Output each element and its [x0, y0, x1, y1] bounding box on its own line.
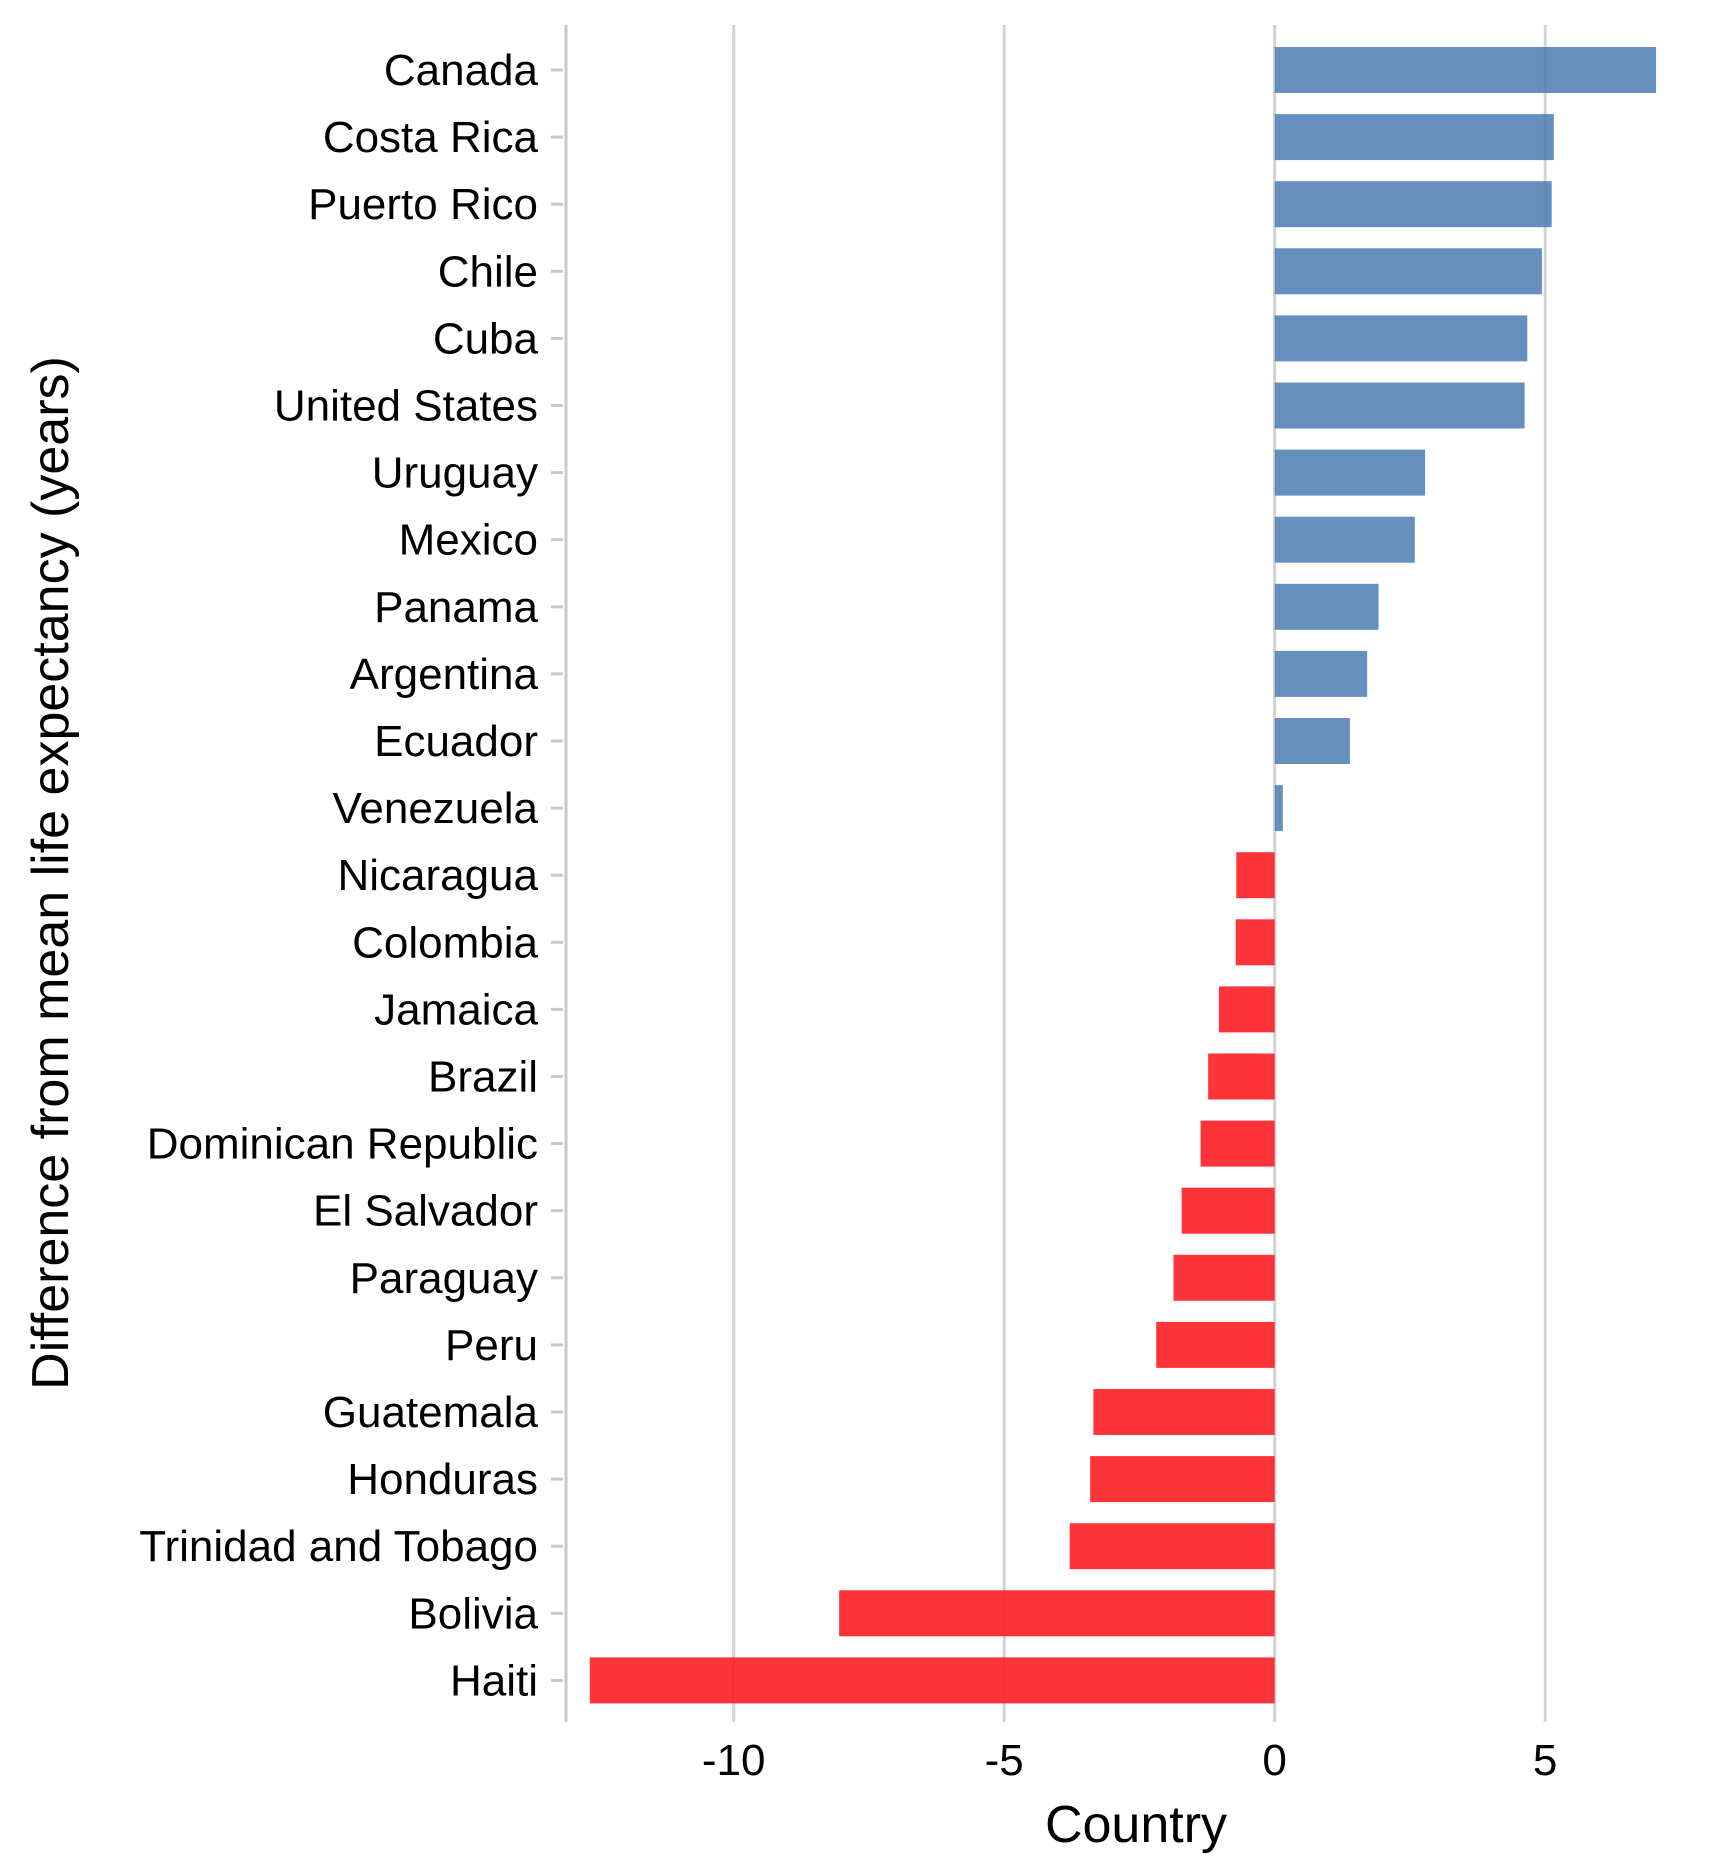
- y-axis-title: Difference from mean life expectancy (ye…: [22, 356, 80, 1390]
- bar-chile: [1274, 248, 1542, 295]
- bar-brazil: [1208, 1053, 1275, 1100]
- category-label-peru: Peru: [445, 1321, 538, 1370]
- category-label-mexico: Mexico: [399, 516, 538, 565]
- bar-el-salvador: [1181, 1187, 1275, 1234]
- category-label-panama: Panama: [374, 583, 538, 632]
- category-label-puerto-rico: Puerto Rico: [308, 180, 538, 229]
- x-tick-label-0: 0: [1262, 1736, 1286, 1785]
- bar-puerto-rico: [1274, 181, 1552, 228]
- bar-canada: [1274, 47, 1657, 93]
- bar-venezuela: [1274, 785, 1283, 832]
- category-label-costa-rica: Costa Rica: [323, 113, 539, 162]
- category-label-united-states: United States: [274, 382, 538, 431]
- bar-ecuador: [1274, 718, 1350, 764]
- bar-honduras: [1090, 1456, 1275, 1503]
- category-label-el-salvador: El Salvador: [313, 1187, 538, 1236]
- bar-panama: [1274, 583, 1379, 630]
- bar-colombia: [1235, 919, 1275, 966]
- x-tick-labels: -10 -5 0 5: [702, 1736, 1558, 1785]
- bar-guatemala: [1093, 1389, 1275, 1435]
- bar-mexico: [1274, 516, 1415, 563]
- category-label-venezuela: Venezuela: [332, 784, 538, 833]
- x-tick-label--10: -10: [702, 1736, 766, 1785]
- bar-bolivia: [839, 1590, 1275, 1637]
- category-label-ecuador: Ecuador: [374, 717, 538, 766]
- category-label-dominican-republic: Dominican Republic: [147, 1120, 538, 1169]
- bar-peru: [1156, 1321, 1275, 1368]
- category-label-trinidad-and-tobago: Trinidad and Tobago: [139, 1522, 538, 1571]
- category-label-brazil: Brazil: [428, 1053, 538, 1102]
- bar-paraguay: [1173, 1254, 1275, 1301]
- bar-trinidad-and-tobago: [1069, 1523, 1275, 1570]
- category-label-bolivia: Bolivia: [408, 1589, 538, 1638]
- bar-haiti: [589, 1657, 1275, 1704]
- bar-argentina: [1274, 650, 1368, 697]
- category-label-colombia: Colombia: [352, 918, 538, 967]
- bar-uruguay: [1274, 449, 1426, 496]
- category-label-haiti: Haiti: [450, 1656, 538, 1705]
- bar-united-states: [1274, 382, 1525, 429]
- category-label-uruguay: Uruguay: [372, 449, 538, 498]
- category-label-guatemala: Guatemala: [323, 1388, 539, 1437]
- category-label-honduras: Honduras: [347, 1455, 538, 1504]
- x-tick-label-5: 5: [1533, 1736, 1557, 1785]
- bar-nicaragua: [1236, 852, 1275, 899]
- category-label-chile: Chile: [438, 247, 538, 296]
- bar-dominican-republic: [1200, 1120, 1275, 1167]
- category-label-canada: Canada: [384, 46, 539, 95]
- category-label-jamaica: Jamaica: [374, 985, 538, 1034]
- bar-jamaica: [1218, 986, 1275, 1033]
- bar-costa-rica: [1274, 114, 1554, 161]
- category-label-nicaragua: Nicaragua: [337, 851, 538, 900]
- category-label-paraguay: Paraguay: [350, 1254, 538, 1303]
- bars: [589, 47, 1657, 1704]
- x-tick-label--5: -5: [985, 1736, 1024, 1785]
- bar-cuba: [1274, 315, 1528, 362]
- category-labels: Canada Costa Rica Puerto Rico Chile Cuba Unit…: [139, 46, 563, 1705]
- category-label-argentina: Argentina: [350, 650, 539, 699]
- category-label-cuba: Cuba: [433, 314, 539, 363]
- x-axis-title: Country: [1045, 1796, 1227, 1854]
